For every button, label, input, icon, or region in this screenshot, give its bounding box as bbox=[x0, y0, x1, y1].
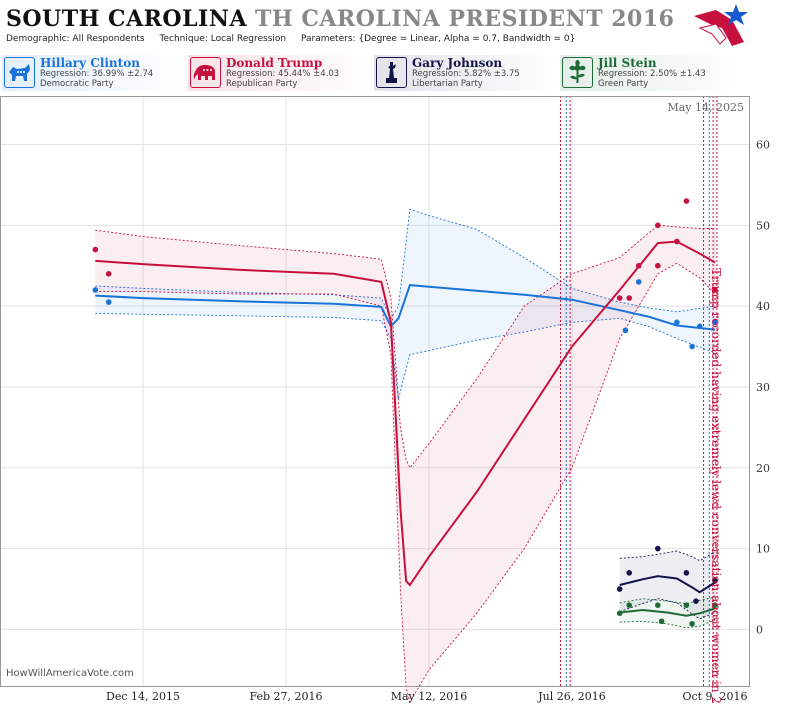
y-tick-label: 60 bbox=[756, 138, 770, 151]
legend-item-johnson[interactable]: Gary Johnson Regression: 5.82% ±3.75 Lib… bbox=[374, 55, 559, 91]
poll-point bbox=[712, 287, 718, 293]
elephant-icon bbox=[190, 57, 221, 88]
poll-point bbox=[696, 323, 703, 330]
poll-point bbox=[626, 295, 632, 301]
x-tick-label: Oct 9, 2016 bbox=[682, 690, 747, 703]
poll-point bbox=[655, 545, 661, 552]
parameters-label: Parameters: {Degree = Linear, Alpha = 0.… bbox=[301, 34, 576, 44]
x-tick-label: Jul 26, 2016 bbox=[537, 690, 606, 703]
upper-bound-line bbox=[619, 596, 716, 605]
confidence-band bbox=[95, 209, 716, 400]
candidate-name: Hillary Clinton bbox=[40, 56, 140, 70]
legend-item-trump[interactable]: Donald Trump Regression: 45.44% ±4.03 Re… bbox=[188, 55, 373, 91]
candidate-party: Democratic Party bbox=[40, 79, 114, 89]
confidence-band bbox=[619, 551, 715, 619]
candidate-regression: Regression: 45.44% ±4.03 bbox=[226, 69, 340, 79]
candidate-legend: Hillary Clinton Regression: 36.99% ±2.74… bbox=[0, 55, 789, 93]
poll-point bbox=[92, 287, 99, 293]
poll-point bbox=[658, 618, 665, 625]
poll-point bbox=[616, 610, 623, 617]
poll-point bbox=[674, 238, 680, 245]
candidate-party: Libertarian Party bbox=[412, 79, 483, 89]
poll-point bbox=[712, 319, 718, 326]
confidence-band bbox=[95, 225, 716, 703]
donkey-icon bbox=[4, 57, 35, 88]
poll-point bbox=[655, 602, 661, 608]
poll-point bbox=[689, 343, 695, 350]
y-tick-label: 20 bbox=[756, 462, 770, 475]
series-lines bbox=[95, 240, 716, 617]
state-title: SOUTH CAROLINA bbox=[6, 6, 248, 32]
poll-point bbox=[616, 586, 623, 592]
poll-point bbox=[105, 299, 112, 305]
poll-point bbox=[105, 271, 112, 277]
plot-frame bbox=[0, 96, 750, 687]
poll-point bbox=[92, 246, 99, 253]
poll-point bbox=[712, 578, 718, 584]
x-tick-label: Feb 27, 2016 bbox=[249, 690, 322, 703]
y-tick-label: 30 bbox=[756, 381, 770, 394]
x-tick-label: Dec 14, 2015 bbox=[106, 690, 180, 703]
lower-bound-line bbox=[95, 312, 716, 400]
axes: 0 10 20 30 40 50 60 Dec 14, 2015 Feb 27, 2016 May… bbox=[0, 96, 770, 703]
poll-point bbox=[693, 598, 699, 604]
poll-chart: 0 10 20 30 40 50 60 Dec 14, 2015 Feb 27, 2016 May… bbox=[0, 96, 770, 704]
poll-point bbox=[622, 327, 629, 334]
poll-point bbox=[626, 602, 632, 608]
poll-point bbox=[683, 198, 690, 204]
poll-point bbox=[635, 262, 642, 269]
candidate-regression: Regression: 2.50% ±1.43 bbox=[598, 69, 706, 79]
series-line bbox=[619, 575, 716, 594]
upper-bound-line bbox=[619, 550, 716, 562]
poll-point bbox=[635, 279, 642, 285]
y-tick-label: 10 bbox=[756, 543, 770, 556]
poll-point bbox=[674, 319, 680, 326]
poll-point bbox=[626, 570, 632, 576]
candidate-party: Green Party bbox=[598, 79, 649, 89]
poll-points bbox=[92, 198, 718, 627]
race-title: TH CAROLINA PRESIDENT 2016 bbox=[255, 6, 675, 32]
candidate-name: Gary Johnson bbox=[412, 56, 503, 70]
series-line bbox=[95, 240, 716, 587]
candidate-party: Republican Party bbox=[226, 79, 298, 89]
page-title: SOUTH CAROLINA TH CAROLINA PRESIDENT 2016 bbox=[6, 6, 674, 32]
site-logo-icon bbox=[694, 4, 748, 46]
poll-point bbox=[655, 262, 661, 269]
y-tick-label: 40 bbox=[756, 300, 770, 313]
lower-bound-line bbox=[619, 619, 716, 629]
liberty-icon bbox=[376, 57, 407, 88]
legend-item-stein[interactable]: Jill Stein Regression: 2.50% ±1.43 Green… bbox=[560, 55, 745, 91]
site-watermark: HowWillAmericaVote.com bbox=[6, 668, 134, 679]
event-annotation: Trump recorded having extremely lewd con… bbox=[709, 268, 723, 704]
lower-bound-line bbox=[619, 598, 716, 620]
demographic-label: Demographic: All Respondents bbox=[6, 34, 145, 44]
poll-point bbox=[683, 602, 690, 608]
grid-lines bbox=[0, 96, 749, 686]
candidate-regression: Regression: 36.99% ±2.74 bbox=[40, 69, 154, 79]
x-tick-label: May 12, 2016 bbox=[391, 690, 468, 703]
candidate-name: Jill Stein bbox=[598, 56, 657, 70]
poll-point bbox=[689, 620, 695, 627]
candidate-regression: Regression: 5.82% ±3.75 bbox=[412, 69, 520, 79]
series-line bbox=[619, 607, 716, 617]
poll-point bbox=[712, 602, 718, 608]
y-tick-label: 50 bbox=[756, 219, 770, 232]
date-stamp: May 14, 2025 bbox=[667, 101, 744, 114]
poll-point bbox=[683, 570, 690, 576]
legend-item-clinton[interactable]: Hillary Clinton Regression: 36.99% ±2.74… bbox=[2, 55, 187, 91]
series-line bbox=[95, 284, 716, 331]
technique-label: Technique: Local Regression bbox=[159, 34, 287, 44]
poll-point bbox=[655, 222, 661, 229]
flower-icon bbox=[562, 57, 593, 88]
parameters-row: Demographic: All Respondents Technique: … bbox=[6, 34, 587, 44]
y-tick-label: 0 bbox=[756, 623, 763, 636]
poll-point bbox=[616, 295, 623, 301]
confidence-bands bbox=[95, 208, 716, 704]
candidate-name: Donald Trump bbox=[226, 56, 323, 70]
